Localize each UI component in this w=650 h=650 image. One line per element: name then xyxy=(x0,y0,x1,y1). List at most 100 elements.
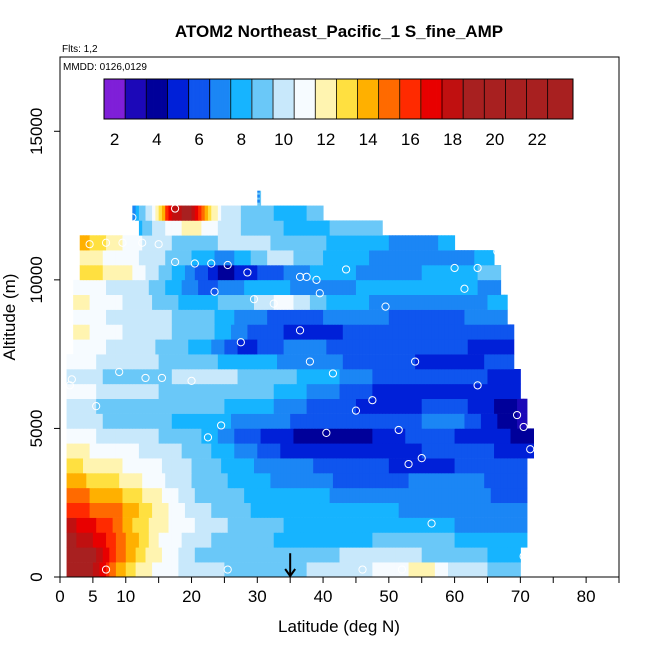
heatmap-cell xyxy=(148,265,153,281)
heatmap-cell xyxy=(171,443,176,459)
heatmap-cell xyxy=(102,324,107,340)
heatmap-cell xyxy=(523,398,528,414)
colorbar-swatch xyxy=(300,79,303,119)
heatmap-cell xyxy=(267,487,271,504)
heatmap-cell xyxy=(76,502,81,518)
heatmap-cell xyxy=(138,473,143,489)
heatmap-cell xyxy=(339,309,344,325)
heatmap-cell xyxy=(230,324,235,340)
heatmap-cell xyxy=(198,294,202,310)
heatmap-cell xyxy=(365,369,370,385)
heatmap-cell xyxy=(230,339,235,355)
heatmap-cell xyxy=(471,443,475,459)
heatmap-cell xyxy=(217,562,222,578)
heatmap-cell xyxy=(277,517,281,533)
heatmap-cell xyxy=(283,205,288,221)
heatmap-cell xyxy=(290,517,294,533)
heatmap-cell xyxy=(520,517,525,533)
heatmap-cell xyxy=(464,294,469,310)
heatmap-cell xyxy=(280,309,285,325)
heatmap-cell xyxy=(388,413,393,429)
heatmap-cell xyxy=(388,235,393,251)
heatmap-cell xyxy=(388,562,393,578)
heatmap-cell xyxy=(349,369,354,385)
heatmap-cell xyxy=(112,354,117,370)
heatmap-cell xyxy=(434,502,439,518)
heatmap-cell xyxy=(267,309,271,325)
heatmap-cell xyxy=(286,339,291,355)
heatmap-cell xyxy=(382,517,387,533)
heatmap-cell xyxy=(457,309,462,325)
heatmap-cell xyxy=(316,502,321,518)
heatmap-cell xyxy=(217,398,222,414)
heatmap-cell xyxy=(148,458,153,474)
colorbar-swatch xyxy=(159,79,162,119)
heatmap-cell xyxy=(438,250,442,266)
heatmap-cell xyxy=(201,517,206,533)
sample-point xyxy=(67,375,76,384)
heatmap-cell xyxy=(342,487,347,504)
heatmap-cell xyxy=(309,517,314,533)
heatmap-cell xyxy=(175,443,179,459)
heatmap-cell xyxy=(300,309,304,325)
heatmap-cell xyxy=(352,428,357,444)
heatmap-cell xyxy=(480,413,485,429)
heatmap-cell xyxy=(306,473,311,489)
heatmap-cell xyxy=(142,235,146,251)
heatmap-cell xyxy=(96,562,100,578)
heatmap-cell xyxy=(214,220,219,236)
heatmap-cell xyxy=(431,265,436,281)
heatmap-cell xyxy=(510,413,515,429)
heatmap-cell xyxy=(474,502,479,518)
heatmap-cell xyxy=(73,294,77,310)
heatmap-cell xyxy=(184,443,189,459)
heatmap-cell xyxy=(106,398,110,414)
heatmap-cell xyxy=(428,398,433,414)
heatmap-cell xyxy=(247,309,252,325)
heatmap-cell xyxy=(171,413,176,429)
heatmap-cell xyxy=(306,517,311,533)
heatmap-cell xyxy=(129,398,133,414)
heatmap-cell xyxy=(115,487,120,504)
colorbar-swatch xyxy=(144,79,148,119)
heatmap-cell xyxy=(510,443,515,459)
heatmap-cell xyxy=(303,279,308,296)
heatmap-cell xyxy=(434,235,439,251)
heatmap-cell xyxy=(500,354,505,370)
heatmap-cell xyxy=(132,443,137,459)
heatmap-cell xyxy=(342,532,347,548)
heatmap-cell xyxy=(431,413,436,429)
heatmap-cell xyxy=(69,428,74,444)
heatmap-cell xyxy=(309,532,314,548)
heatmap-cell xyxy=(480,339,485,355)
heatmap-cell xyxy=(323,562,327,578)
heatmap-cell xyxy=(490,309,495,325)
heatmap-cell xyxy=(332,443,337,459)
heatmap-cell xyxy=(102,443,107,459)
heatmap-cell xyxy=(277,294,281,310)
heatmap-cell xyxy=(254,398,258,414)
heatmap-cell xyxy=(490,413,495,429)
heatmap-cell xyxy=(415,279,419,296)
heatmap-cell xyxy=(221,487,225,504)
heatmap-cell xyxy=(178,383,183,400)
heatmap-cell xyxy=(359,562,364,578)
heatmap-cell xyxy=(464,547,469,563)
heatmap-cell xyxy=(237,458,242,474)
heatmap-cell xyxy=(378,324,383,340)
heatmap-cell xyxy=(92,309,97,325)
heatmap-cell xyxy=(207,502,212,518)
heatmap-cell xyxy=(247,502,252,518)
heatmap-cell xyxy=(155,309,160,325)
sample-point xyxy=(397,565,407,574)
heatmap-cell xyxy=(323,309,327,325)
heatmap-cell xyxy=(122,354,127,370)
colorbar-swatch xyxy=(432,79,435,119)
heatmap-cell xyxy=(277,487,281,504)
heatmap-cell xyxy=(477,250,482,266)
heatmap-cell xyxy=(346,547,350,563)
heatmap-cell xyxy=(234,354,239,370)
heatmap-cell xyxy=(421,294,426,310)
heatmap-cell xyxy=(431,443,436,459)
heatmap-cell xyxy=(411,428,416,444)
